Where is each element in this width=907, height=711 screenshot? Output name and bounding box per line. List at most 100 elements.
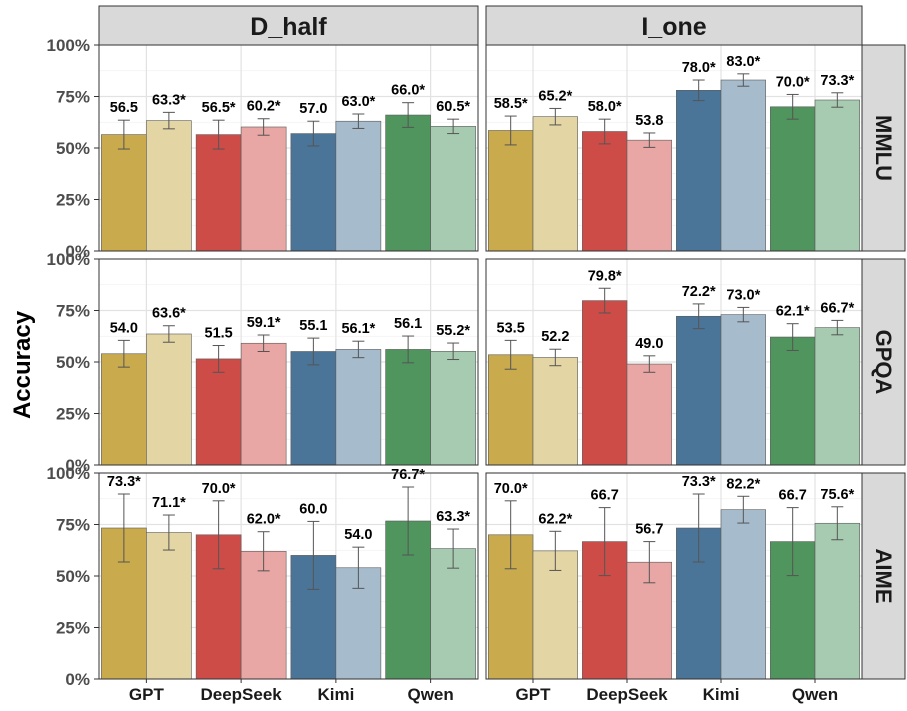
data-label: 58.0* [588, 99, 622, 115]
y-tick-label: 25% [56, 619, 90, 638]
data-label: 56.5* [202, 100, 236, 116]
data-label: 70.0* [202, 481, 236, 497]
y-tick-label: 0% [65, 242, 90, 261]
data-label: 51.5 [205, 326, 233, 342]
x-category-label: Qwen [792, 685, 838, 704]
data-label: 71.1* [152, 495, 186, 511]
data-label: 72.2* [682, 284, 716, 300]
data-label: 56.1* [341, 321, 375, 337]
panels-layer: D_half I_oneMMLUGPQAAIME0%25%50%75%100%0%… [47, 5, 906, 704]
panel-D_half-AIME: 73.3* 71.1* 70.0* 62.0* 60.0 54.0 76.7* 63.3* GP… [98, 467, 479, 704]
bar-kimi [335, 349, 382, 466]
data-label: 60.0 [299, 501, 327, 517]
data-label: 75.6* [820, 487, 854, 503]
bar-qwen [430, 548, 476, 680]
data-label: 55.2* [436, 323, 470, 339]
data-label: 70.0* [494, 481, 528, 497]
y-tick-label: 0% [65, 456, 90, 475]
bar-qwen [770, 106, 816, 252]
data-label: 49.0 [635, 336, 663, 352]
data-label: 73.3* [820, 73, 854, 89]
panel-border [98, 472, 479, 680]
y-tick-label: 100% [47, 464, 90, 483]
data-label: 78.0* [682, 60, 716, 76]
data-label: 53.8 [635, 113, 663, 129]
bar-deepseek [240, 550, 287, 680]
panel-D_half-MMLU: 56.5 63.3* 56.5* 60.2* 57.0 63.0* 66.0* 60.5* [98, 44, 479, 252]
panel-border [485, 258, 863, 466]
data-label: 54.0 [110, 320, 138, 336]
data-label: 56.7 [635, 522, 663, 538]
bar-kimi [720, 509, 766, 680]
data-label: 73.3* [682, 474, 716, 490]
bar-gpt [101, 353, 147, 466]
data-label: 66.7 [591, 488, 619, 504]
data-label: 60.5* [436, 99, 470, 115]
bar-gpt [146, 120, 192, 252]
data-label: 54.0 [344, 527, 372, 543]
bar-deepseek [195, 134, 242, 252]
data-label: 59.1* [247, 315, 281, 331]
row-strip [861, 258, 906, 466]
bar-deepseek [240, 126, 287, 252]
row-strip-label: AIME [871, 549, 896, 604]
bar-deepseek [626, 139, 672, 252]
data-label: 60.2* [247, 99, 281, 115]
data-label: 83.0* [726, 54, 760, 70]
data-label: 62.2* [538, 511, 572, 527]
bar-deepseek [582, 131, 628, 252]
data-label: 56.5 [110, 100, 138, 116]
panel-I_one-MMLU: 58.5* 65.2* 58.0* 53.8 78.0* 83.0* 70.0* 73.3* [485, 44, 863, 252]
y-tick-label: 100% [47, 36, 90, 55]
bar-deepseek [582, 300, 628, 466]
bar-gpt [101, 134, 147, 252]
data-label: 56.1 [394, 316, 422, 332]
data-label: 52.2 [541, 329, 569, 345]
column-strip-label: I_one [641, 13, 706, 41]
bar-gpt [532, 116, 578, 252]
bar-deepseek [626, 363, 672, 466]
data-label: 66.7* [820, 300, 854, 316]
data-label: 66.7 [779, 488, 807, 504]
bar-qwen [385, 114, 431, 252]
panel-I_one-AIME: 70.0* 62.2* 66.7 56.7 73.3* 82.2* 66.7 75.6* GPT… [485, 472, 863, 704]
panel-D_half-GPQA: 54.0 63.6* 51.5 59.1* 55.1 56.1* 56.1 55.2* [98, 258, 479, 466]
data-label: 53.5 [497, 320, 525, 336]
data-label: 73.0* [726, 287, 760, 303]
row-strip [861, 44, 906, 252]
bar-kimi [720, 79, 766, 252]
x-category-label: DeepSeek [200, 685, 282, 704]
bar-qwen [814, 522, 860, 680]
bar-gpt [532, 550, 578, 680]
row-strip-label: GPQA [871, 330, 896, 395]
panel-border [485, 472, 863, 680]
y-tick-label: 50% [56, 567, 90, 586]
y-tick-label: 25% [56, 191, 90, 210]
column-strip [98, 5, 479, 46]
x-category-label: DeepSeek [586, 685, 668, 704]
bar-deepseek [240, 342, 287, 466]
bar-deepseek [195, 358, 242, 466]
bar-qwen [814, 99, 860, 252]
y-axis-title: Accuracy [9, 310, 36, 419]
y-tick-label: 75% [56, 516, 90, 535]
data-label: 58.5* [494, 96, 528, 112]
x-category-label: GPT [516, 685, 552, 704]
y-tick-label: 75% [56, 88, 90, 107]
bar-kimi [290, 351, 337, 466]
bar-qwen [814, 327, 860, 466]
panel-border [98, 258, 479, 466]
data-label: 73.3* [107, 474, 141, 490]
column-strip-label: D_half [250, 13, 327, 41]
panel-I_one-GPQA: 53.5 52.2 79.8* 49.0 72.2* 73.0* 62.1* 66.7* [485, 258, 863, 466]
bar-kimi [676, 315, 722, 466]
x-category-label: GPT [129, 685, 165, 704]
data-label: 57.0 [299, 101, 327, 117]
y-tick-label: 50% [56, 353, 90, 372]
data-label: 76.7* [391, 467, 425, 483]
y-tick-label: 75% [56, 302, 90, 321]
data-label: 62.0* [247, 512, 281, 528]
data-label: 63.3* [436, 509, 470, 525]
column-strip [485, 5, 863, 46]
